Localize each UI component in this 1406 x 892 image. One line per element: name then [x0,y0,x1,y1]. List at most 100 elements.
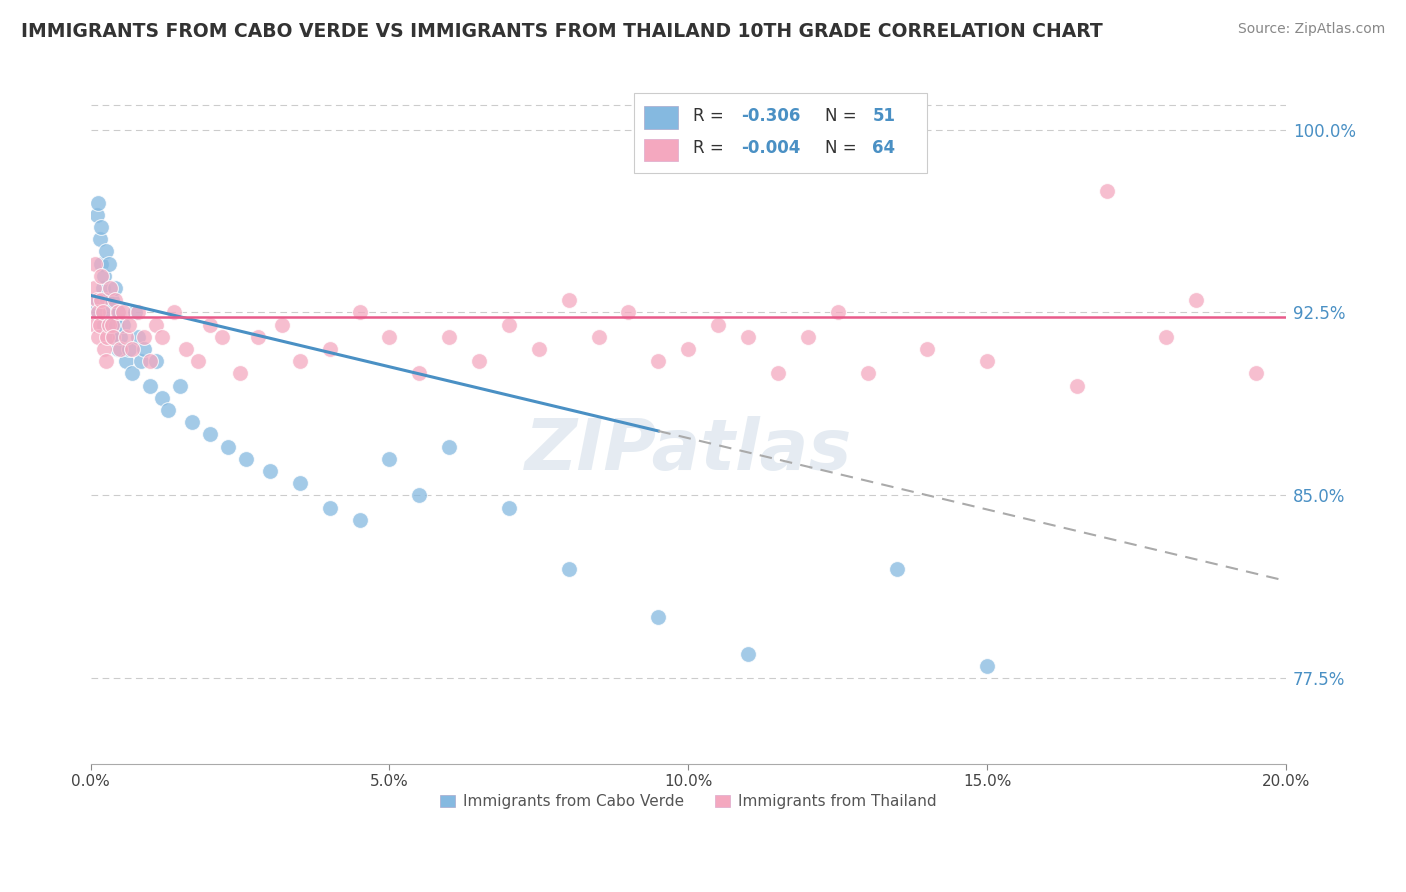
Point [100,293,122,308]
Point [246,330,269,344]
Text: 64: 64 [872,139,896,158]
Point [93,318,115,332]
Point [468,354,491,368]
Text: -0.004: -0.004 [741,139,800,158]
Point [558,293,581,308]
Point [118,342,141,356]
Point [83,318,105,332]
Text: N =: N = [824,139,862,158]
Point [527,342,550,356]
Point [766,367,789,381]
Point [163,305,186,319]
Point [157,403,180,417]
Point [115,330,138,344]
Point [131,354,153,368]
Point [89,232,111,246]
Point [89,318,111,332]
Point [96,293,118,308]
Point [647,354,669,368]
Point [181,415,204,429]
Point [737,330,759,344]
Text: ZIPatlas: ZIPatlas [524,417,852,485]
Point [150,391,173,405]
Point [134,330,156,344]
Point [87,330,110,344]
Point [87,195,110,210]
Point [83,293,105,308]
Point [121,342,143,356]
Point [318,500,340,515]
Point [91,305,114,319]
Point [886,561,908,575]
Point [976,354,998,368]
Point [198,427,221,442]
Point [93,342,115,356]
Text: R =: R = [693,139,730,158]
Point [270,318,292,332]
Point [318,342,340,356]
Point [1066,378,1088,392]
Point [259,464,281,478]
Point [827,305,849,319]
Point [124,305,146,319]
Point [98,281,121,295]
Point [797,330,820,344]
Point [288,354,311,368]
Point [229,367,252,381]
Point [169,378,191,392]
Text: R =: R = [693,107,730,125]
Point [349,305,371,319]
Point [108,305,131,319]
Bar [644,139,678,161]
Point [139,378,162,392]
Point [1095,184,1118,198]
Point [115,354,138,368]
Point [87,305,110,319]
Point [617,305,640,319]
Point [647,610,669,624]
Point [498,500,520,515]
Point [107,305,129,319]
Point [96,330,118,344]
Point [90,220,112,235]
Point [235,451,257,466]
Point [437,440,460,454]
Point [103,293,125,308]
Text: IMMIGRANTS FROM CABO VERDE VS IMMIGRANTS FROM THAILAND 10TH GRADE CORRELATION CH: IMMIGRANTS FROM CABO VERDE VS IMMIGRANTS… [21,22,1102,41]
Legend: Immigrants from Cabo Verde, Immigrants from Thailand: Immigrants from Cabo Verde, Immigrants f… [434,788,942,815]
Bar [644,106,678,128]
Point [94,354,117,368]
Point [100,318,122,332]
Point [103,330,125,344]
Point [1156,330,1178,344]
Point [90,257,112,271]
Point [103,330,125,344]
Point [150,330,173,344]
Point [349,513,371,527]
Point [1185,293,1208,308]
Point [198,318,221,332]
Point [86,293,108,308]
Point [211,330,233,344]
Point [678,342,700,356]
Point [86,208,108,222]
Point [737,647,759,661]
Point [93,268,115,283]
Point [84,305,107,319]
Point [139,354,162,368]
Point [84,257,107,271]
Point [91,281,114,295]
Point [498,318,520,332]
Point [145,354,167,368]
Point [118,318,141,332]
Point [107,342,129,356]
Point [90,293,112,308]
Point [127,330,149,344]
Point [707,318,730,332]
Point [112,305,135,319]
Point [121,367,143,381]
Point [288,476,311,491]
Point [976,659,998,673]
Point [104,318,127,332]
Text: 51: 51 [872,107,896,125]
